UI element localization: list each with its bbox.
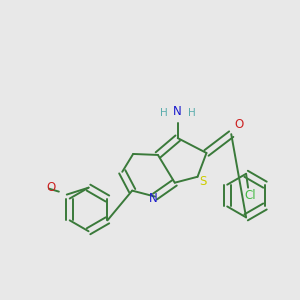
Text: N: N: [148, 192, 157, 205]
Text: H: H: [160, 108, 168, 118]
Text: S: S: [199, 175, 206, 188]
Text: N: N: [173, 105, 182, 118]
Text: O: O: [46, 181, 56, 194]
Text: O: O: [235, 118, 244, 131]
Text: Cl: Cl: [244, 189, 256, 202]
Text: H: H: [188, 108, 196, 118]
